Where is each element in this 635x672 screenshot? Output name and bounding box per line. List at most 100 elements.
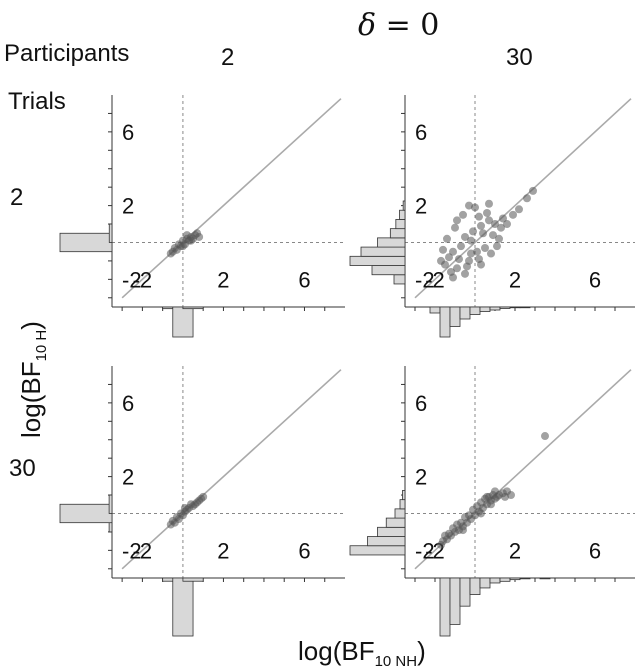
data-point (166, 249, 175, 258)
y-histogram-bar (394, 508, 406, 519)
x-histogram-bar (489, 306, 501, 311)
x-histogram-bar (479, 577, 491, 589)
data-point (481, 244, 489, 253)
x-histogram-bar (182, 577, 204, 582)
data-point (178, 242, 187, 251)
data-point (473, 247, 481, 256)
x-tick-label: 6 (298, 267, 310, 292)
x-tick-label: -2 (133, 267, 153, 292)
data-point (491, 220, 499, 229)
y-histogram-bar (377, 237, 406, 248)
trial-level-30: 30 (9, 455, 36, 482)
x-histogram-bar (489, 577, 501, 584)
panel-2p-2t: -2 2 6 -2 2 6 (59, 95, 345, 338)
y-tick-label: 6 (415, 391, 427, 416)
x-tick-label: 2 (217, 538, 229, 563)
y-histogram-bar (59, 503, 113, 524)
x-histogram-bar (459, 306, 471, 320)
participants-label: Participants (4, 40, 130, 67)
data-point (445, 253, 453, 262)
y-tick-label: 6 (415, 120, 427, 145)
x-tick-label: 6 (298, 538, 310, 563)
x-tick-label: -2 (133, 538, 153, 563)
data-point (487, 500, 495, 509)
data-point (187, 236, 196, 245)
data-point (465, 201, 473, 210)
x-histogram-bar (539, 577, 551, 580)
y-histogram-bar (108, 223, 113, 243)
y-tick-label: 2 (415, 194, 427, 219)
data-point (477, 260, 485, 269)
data-point (182, 231, 191, 240)
y-histogram-bar (349, 545, 406, 556)
data-point (495, 234, 503, 243)
x-histogram-bar (509, 577, 521, 581)
data-point (453, 216, 461, 225)
participant-level-30: 30 (506, 44, 533, 71)
y-tick-label: 6 (122, 120, 134, 145)
data-point (477, 509, 485, 518)
x-histogram-bar (499, 306, 511, 309)
data-point (483, 492, 491, 501)
x-histogram-bar (469, 306, 481, 315)
panel-30p-30t: -226-2 2 6 (349, 366, 635, 637)
data-point (439, 245, 447, 254)
x-tick-label: -2 (425, 267, 445, 292)
data-point (507, 491, 515, 500)
data-point (485, 199, 493, 208)
data-point (461, 269, 469, 278)
data-point (523, 194, 531, 203)
data-point (497, 223, 505, 232)
data-point (455, 255, 463, 264)
identity-line (121, 98, 342, 299)
y-histogram-bar (385, 517, 406, 528)
x-axis-label: log(BF10 NH) (298, 636, 426, 670)
data-point (463, 262, 471, 271)
x-histogram-bar (449, 306, 461, 327)
data-point (483, 208, 491, 217)
title-delta-symbol: δ (358, 8, 377, 43)
y-histogram-bar (395, 219, 406, 230)
panel-2p-30t: -2 2 6 -2 2 6 (59, 366, 345, 637)
data-point (451, 223, 459, 232)
y-tick-label: -2 (122, 538, 142, 563)
y-histogram-bar (402, 490, 406, 501)
x-histogram-bar (449, 577, 461, 625)
data-point (461, 232, 469, 241)
data-point (459, 526, 467, 535)
y-histogram-bar (399, 209, 406, 220)
data-point (487, 249, 495, 258)
x-tick-label: 6 (589, 267, 601, 292)
x-histogram-bar (479, 306, 491, 312)
panel-30p-2t: -2 2 6 -2 2 6 (349, 95, 635, 338)
y-tick-label: 2 (415, 465, 427, 490)
x-tick-label: 2 (509, 538, 521, 563)
x-axis-label-sub: 10 NH (374, 653, 418, 671)
chart-title: δ = 0 (358, 8, 439, 43)
y-histogram-bar (108, 494, 113, 514)
data-point (437, 256, 445, 265)
data-point (166, 520, 175, 529)
data-point (499, 214, 507, 223)
trials-label: Trials (8, 88, 66, 115)
x-histogram-bar (499, 577, 511, 582)
data-point (503, 220, 511, 229)
x-tick-label: 2 (509, 267, 521, 292)
data-point (477, 221, 485, 230)
data-point (467, 249, 475, 258)
data-point (437, 540, 445, 549)
data-point (457, 242, 465, 251)
y-tick-label: 2 (122, 194, 134, 219)
x-histogram-bar (439, 306, 451, 338)
data-point (491, 487, 499, 496)
data-point (443, 234, 451, 243)
y-histogram-bar (371, 265, 406, 276)
data-point (174, 515, 183, 524)
y-tick-label: 6 (122, 391, 134, 416)
y-tick-label: -2 (415, 267, 435, 292)
participant-level-2: 2 (221, 44, 235, 71)
x-histogram-bar (182, 306, 204, 310)
data-point (493, 242, 501, 251)
y-tick-label: 2 (122, 465, 134, 490)
